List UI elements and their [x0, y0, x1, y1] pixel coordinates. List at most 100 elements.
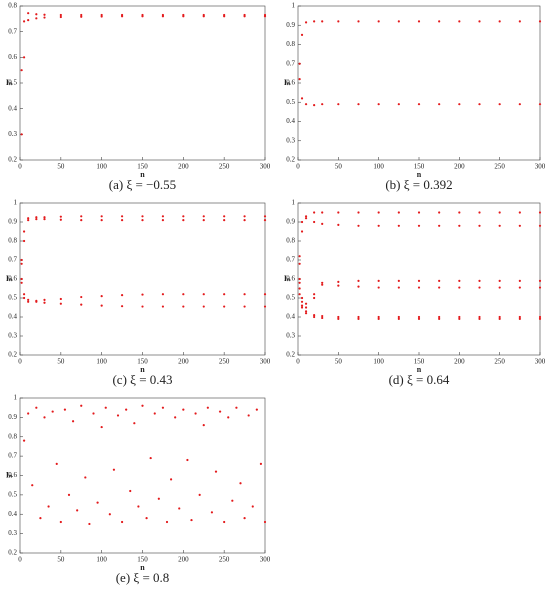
x-tick-label: 200: [454, 358, 465, 366]
point: [538, 103, 542, 106]
point: [298, 78, 301, 81]
point: [458, 211, 461, 214]
point: [133, 422, 136, 425]
point: [27, 217, 30, 220]
point: [63, 408, 67, 411]
point: [498, 317, 501, 320]
point: [397, 20, 400, 23]
point: [223, 520, 226, 524]
point: [27, 298, 30, 301]
y-tick-label: 0.4: [8, 313, 17, 321]
point: [478, 317, 481, 320]
point: [100, 13, 103, 17]
point: [377, 20, 380, 23]
point: [478, 279, 481, 282]
point: [377, 279, 380, 282]
point: [100, 295, 103, 298]
point: [243, 305, 246, 308]
point: [35, 13, 38, 16]
x-axis-label: n: [140, 563, 145, 572]
point: [223, 219, 226, 222]
x-tick-label: 250: [494, 358, 505, 366]
point: [498, 315, 501, 319]
point: [20, 133, 23, 136]
point: [298, 277, 301, 281]
point: [20, 281, 23, 284]
x-tick-label: 50: [57, 163, 65, 171]
y-tick-label: 0.5: [8, 490, 17, 498]
point: [223, 15, 226, 18]
point: [298, 62, 301, 65]
point: [100, 219, 103, 222]
point: [498, 20, 501, 23]
point: [251, 505, 254, 508]
point: [337, 315, 340, 319]
y-tick-label: 0.5: [286, 294, 295, 302]
point: [498, 211, 501, 214]
x-tick-label: 100: [96, 556, 107, 564]
point: [27, 219, 30, 222]
point: [377, 317, 380, 320]
point: [223, 305, 226, 308]
x-tick-label: 100: [373, 358, 384, 366]
x-tick-label: 150: [414, 163, 425, 171]
point: [304, 312, 308, 315]
point: [304, 103, 308, 106]
y-tick-label: 0.5: [8, 294, 17, 302]
point: [137, 505, 140, 508]
point: [397, 224, 400, 227]
point: [59, 520, 62, 524]
point: [337, 103, 340, 106]
x-tick-label: 0: [296, 163, 300, 171]
y-tick-label: 0.4: [8, 510, 17, 518]
point: [80, 219, 83, 222]
point: [202, 293, 205, 296]
x-tick-label: 150: [414, 358, 425, 366]
y-tick-label: 0.2: [286, 351, 295, 359]
x-tick-label: 0: [18, 556, 22, 564]
point: [538, 20, 542, 23]
point: [458, 286, 461, 289]
point: [300, 296, 304, 300]
point: [313, 293, 316, 296]
plot-frame: [19, 397, 266, 554]
point: [108, 513, 111, 516]
point: [518, 315, 521, 319]
point: [59, 218, 62, 221]
y-tick-label: 0.4: [8, 104, 17, 112]
x-tick-label: 50: [57, 556, 65, 564]
point: [27, 12, 30, 15]
x-tick-label: 300: [535, 358, 546, 366]
point: [304, 215, 308, 218]
point: [35, 300, 38, 303]
point: [313, 296, 316, 300]
point: [104, 406, 107, 409]
point: [417, 103, 421, 106]
point: [202, 215, 205, 218]
point: [161, 219, 165, 222]
x-tick-label: 0: [296, 358, 300, 366]
caption: (b) ξ = 0.392: [385, 177, 452, 192]
point: [145, 517, 148, 520]
point: [22, 296, 26, 300]
point: [165, 520, 169, 524]
point: [210, 511, 214, 514]
y-axis-label: Iₙ: [6, 274, 12, 283]
point: [357, 20, 360, 23]
point: [174, 416, 177, 419]
point: [357, 103, 360, 106]
point: [182, 408, 185, 411]
y-tick-label: 0.9: [8, 218, 17, 226]
point: [80, 15, 83, 18]
point: [397, 317, 400, 320]
point: [43, 16, 46, 19]
point: [357, 317, 360, 320]
point: [300, 300, 304, 303]
point: [51, 410, 54, 413]
y-tick-label: 0.8: [286, 40, 295, 48]
y-tick-label: 0.7: [286, 59, 295, 67]
point: [27, 300, 30, 303]
point: [235, 406, 238, 409]
point: [22, 20, 26, 23]
